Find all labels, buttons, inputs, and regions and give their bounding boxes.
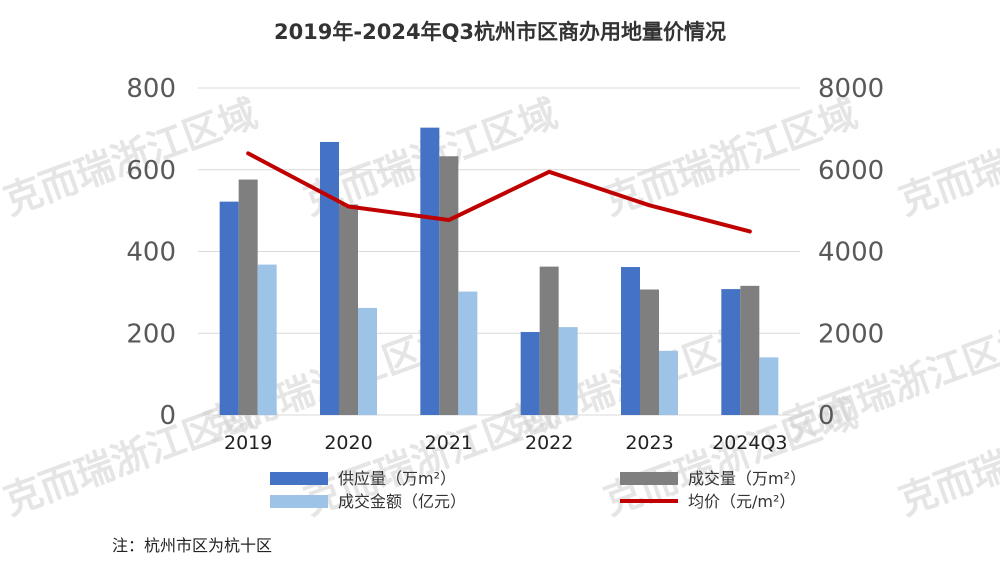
y-left-tick-label: 400 bbox=[126, 238, 176, 268]
legend-swatch bbox=[620, 472, 678, 485]
legend-swatch bbox=[270, 472, 328, 485]
y-left-tick-label: 800 bbox=[126, 74, 176, 104]
y-right-tick-label: 6000 bbox=[818, 156, 884, 186]
bar bbox=[420, 127, 440, 416]
legend-label: 均价（元/m²） bbox=[688, 492, 795, 511]
line-series bbox=[246, 151, 752, 234]
bar bbox=[640, 289, 659, 415]
bar bbox=[539, 266, 559, 415]
bar bbox=[621, 267, 640, 415]
bar bbox=[320, 141, 339, 415]
legend-label: 成交量（万m²） bbox=[688, 469, 806, 488]
y-right-tick-label: 2000 bbox=[818, 319, 884, 349]
y-right-tick-label: 8000 bbox=[818, 74, 884, 104]
bar bbox=[659, 350, 678, 415]
bar bbox=[238, 179, 258, 415]
watermark-text: 克而瑞浙江区域 bbox=[893, 391, 1000, 523]
y-left-tick-label: 200 bbox=[126, 319, 176, 349]
x-tick-label: 2023 bbox=[625, 432, 673, 454]
chart-title: 2019年-2024年Q3杭州市区商办用地量价情况 bbox=[273, 20, 727, 44]
bar bbox=[219, 201, 239, 415]
y-left-tick-label: 0 bbox=[159, 401, 176, 431]
bar bbox=[558, 327, 578, 415]
x-tick-label: 2021 bbox=[425, 432, 473, 454]
bar bbox=[458, 291, 478, 415]
x-tick-label: 2019 bbox=[224, 432, 272, 454]
y-right-tick-label: 0 bbox=[818, 401, 835, 431]
x-tick-label: 2020 bbox=[324, 432, 372, 454]
legend-label: 供应量（万m²） bbox=[338, 469, 456, 488]
bar bbox=[721, 289, 741, 415]
watermark-text: 克而瑞浙江区域 bbox=[893, 91, 1000, 223]
x-tick-label: 2022 bbox=[525, 432, 573, 454]
watermark-text: 克而瑞浙江区域 bbox=[778, 316, 1000, 448]
footnote: 注：杭州市区为杭十区 bbox=[112, 536, 273, 555]
bar bbox=[759, 357, 779, 415]
x-tick-label: 2024Q3 bbox=[712, 432, 787, 454]
bar bbox=[439, 156, 459, 416]
bar bbox=[520, 332, 540, 415]
bar bbox=[339, 204, 358, 415]
legend-swatch bbox=[270, 495, 328, 508]
y-right-tick-label: 4000 bbox=[818, 238, 884, 268]
bar bbox=[358, 307, 377, 415]
bar bbox=[257, 264, 277, 415]
legend-label: 成交金额（亿元） bbox=[338, 492, 466, 511]
bar bbox=[740, 285, 760, 415]
y-left-tick-label: 600 bbox=[126, 156, 176, 186]
